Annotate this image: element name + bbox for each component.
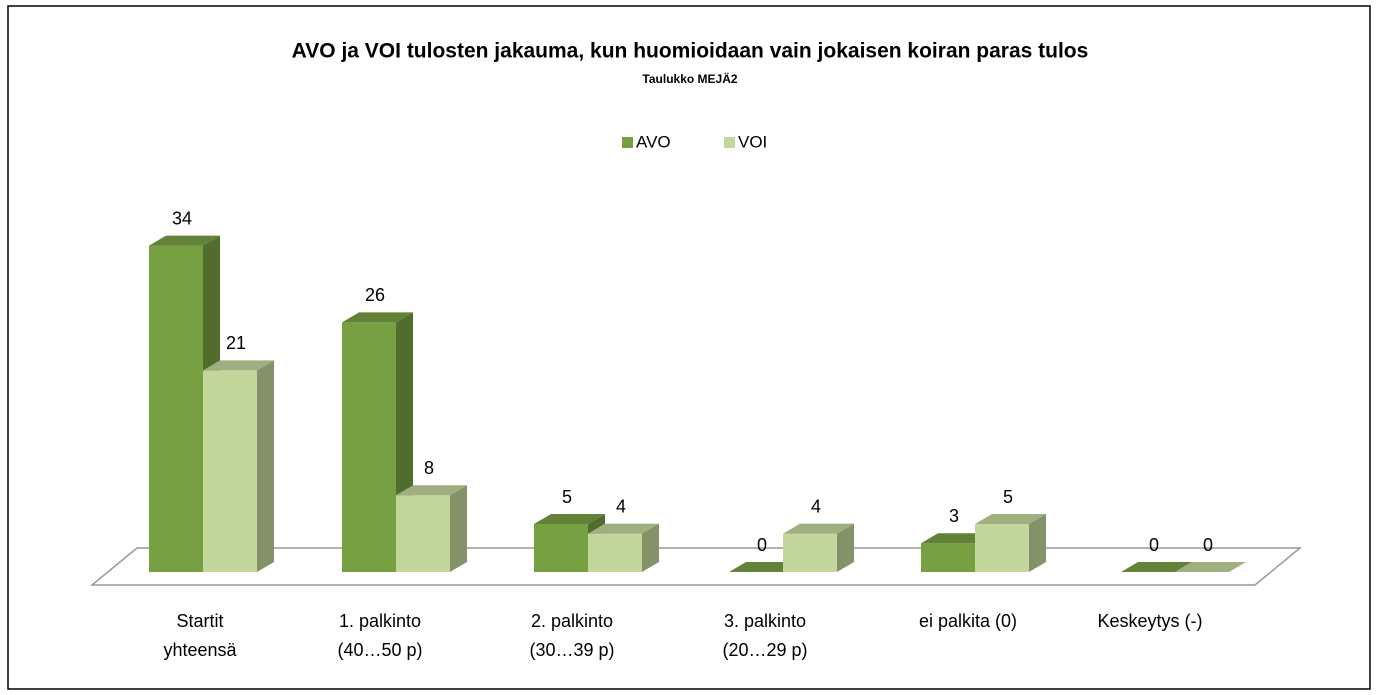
bar-front <box>396 495 450 572</box>
bar-top <box>729 562 800 572</box>
value-label: 8 <box>424 458 434 478</box>
bar-top <box>203 360 274 371</box>
bar <box>975 514 1046 572</box>
value-label: 3 <box>949 506 959 526</box>
legend-label: AVO <box>636 132 671 151</box>
bar <box>729 562 800 572</box>
bar <box>783 523 854 572</box>
value-label: 5 <box>562 487 572 507</box>
bar <box>588 523 659 572</box>
bar-top <box>1175 562 1246 572</box>
chart-subtitle: Taulukko MEJÄ2 <box>642 71 737 86</box>
x-tick-label: (30…39 p) <box>529 640 614 660</box>
value-label: 4 <box>616 496 626 516</box>
x-tick-label: 3. palkinto <box>724 611 806 631</box>
bar-top <box>1121 562 1192 572</box>
bar-top <box>783 523 854 534</box>
bar-top <box>534 514 605 524</box>
x-tick-label: ei palkita (0) <box>919 611 1017 631</box>
x-tick-label: yhteensä <box>163 640 237 660</box>
value-label: 21 <box>226 333 246 353</box>
bar-top <box>588 523 659 534</box>
bar <box>1175 562 1246 572</box>
x-tick-label: 2. palkinto <box>531 611 613 631</box>
legend-label: VOI <box>738 132 767 151</box>
bar-front <box>588 533 642 572</box>
bar-top <box>975 514 1046 524</box>
bar-side <box>257 360 274 572</box>
value-label: 5 <box>1003 487 1013 507</box>
bar-front <box>921 543 975 572</box>
bar-front <box>534 524 588 572</box>
x-tick-label: Keskeytys (-) <box>1097 611 1202 631</box>
x-tick-label: (20…29 p) <box>722 640 807 660</box>
value-label: 0 <box>1203 535 1213 555</box>
bar-side <box>837 523 854 572</box>
chart-title: AVO ja VOI tulosten jakauma, kun huomioi… <box>292 40 1089 63</box>
bar-front <box>783 533 837 572</box>
value-label: 26 <box>365 285 385 305</box>
bar-top <box>396 485 467 496</box>
bar-side <box>1029 514 1046 572</box>
x-tick-label: (40…50 p) <box>337 640 422 660</box>
value-label: 4 <box>811 496 821 516</box>
bar-front <box>342 322 396 572</box>
bar-top <box>149 235 220 246</box>
bar-side <box>450 485 467 572</box>
legend-swatch <box>622 137 633 148</box>
bar-side <box>642 523 659 572</box>
bar <box>1121 562 1192 572</box>
value-label: 0 <box>1149 535 1159 555</box>
x-tick-label: 1. palkinto <box>339 611 421 631</box>
bar-front <box>149 245 203 572</box>
bar-top <box>921 533 992 544</box>
value-label: 34 <box>172 208 192 228</box>
value-label: 0 <box>757 535 767 555</box>
bar-top <box>342 312 413 323</box>
bar-front <box>975 524 1029 572</box>
x-tick-label: Startit <box>176 611 223 631</box>
bar-front <box>203 370 257 572</box>
bar <box>396 485 467 572</box>
legend-swatch <box>724 137 735 148</box>
bar <box>203 360 274 572</box>
